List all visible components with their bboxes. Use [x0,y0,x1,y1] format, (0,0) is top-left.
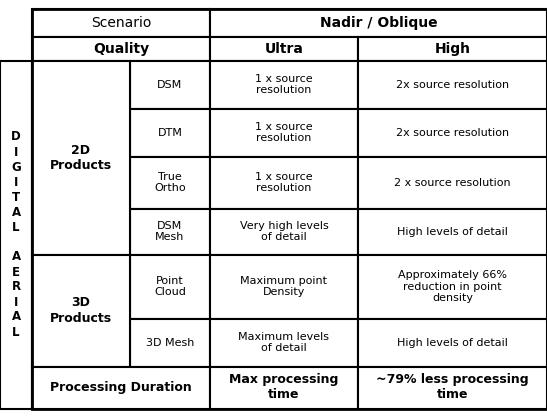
Text: 3D
Products: 3D Products [50,296,112,324]
Bar [0,60,32,409]
Bar [358,37,547,60]
Bar [130,208,210,254]
Text: Nadir / Oblique: Nadir / Oblique [319,15,437,30]
Text: Maximum point
Density: Maximum point Density [241,276,328,297]
Text: 2x source resolution: 2x source resolution [396,80,509,90]
Bar [358,156,547,208]
Bar [210,254,358,319]
Text: 2x source resolution: 2x source resolution [396,128,509,138]
Bar [210,156,358,208]
Text: High levels of detail: High levels of detail [397,337,508,347]
Text: Max processing
time: Max processing time [229,374,339,402]
Text: Processing Duration: Processing Duration [50,381,192,394]
Bar [210,8,547,37]
Text: 1 x source
resolution: 1 x source resolution [255,74,313,95]
Text: Ultra: Ultra [265,42,304,55]
Text: Maximum levels
of detail: Maximum levels of detail [238,332,329,353]
Bar [210,367,358,409]
Bar [130,319,210,367]
Text: DSM: DSM [158,80,183,90]
Bar [32,60,130,254]
Text: High: High [434,42,470,55]
Text: D
I
G
I
T
A
L

A
E
R
I
A
L: D I G I T A L A E R I A L [11,131,21,339]
Text: True
Ortho: True Ortho [154,172,186,193]
Bar [358,367,547,409]
Bar [358,208,547,254]
Text: 3D Mesh: 3D Mesh [146,337,194,347]
Bar [210,319,358,367]
Bar [130,254,210,319]
Bar [32,37,210,60]
Text: Scenario: Scenario [91,15,151,30]
Bar [210,60,358,108]
Text: High levels of detail: High levels of detail [397,226,508,236]
Text: 2 x source resolution: 2 x source resolution [394,178,511,188]
Bar [210,208,358,254]
Bar [358,60,547,108]
Text: DSM
Mesh: DSM Mesh [155,221,185,242]
Bar [130,60,210,108]
Bar [358,108,547,156]
Bar [358,319,547,367]
Text: ~79% less processing
time: ~79% less processing time [376,374,529,402]
Text: 1 x source
resolution: 1 x source resolution [255,122,313,143]
Bar [130,108,210,156]
Text: Point
Cloud: Point Cloud [154,276,186,297]
Bar [210,37,358,60]
Bar [358,254,547,319]
Bar [130,156,210,208]
Text: Approximately 66%
reduction in point
density: Approximately 66% reduction in point den… [398,270,507,303]
Text: Quality: Quality [93,42,149,55]
Bar [32,367,210,409]
Bar [210,108,358,156]
Text: DTM: DTM [158,128,183,138]
Bar [32,254,130,367]
Text: 2D
Products: 2D Products [50,143,112,171]
Text: Very high levels
of detail: Very high levels of detail [240,221,328,242]
Bar [32,8,210,37]
Text: 1 x source
resolution: 1 x source resolution [255,172,313,193]
